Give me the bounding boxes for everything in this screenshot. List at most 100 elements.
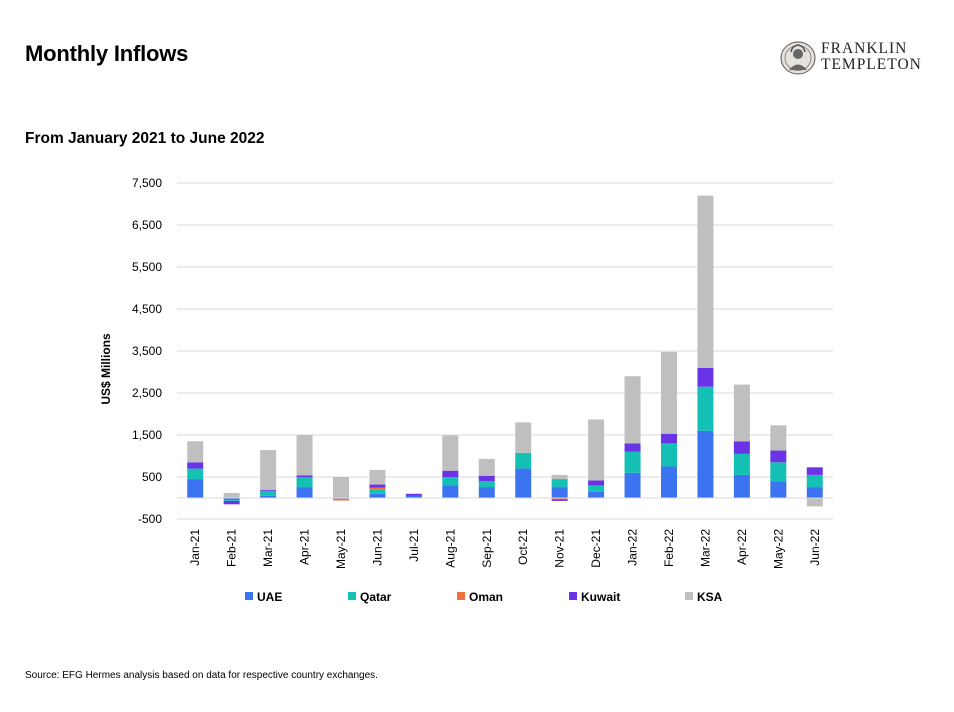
- bar-segment-qatar: [260, 490, 277, 496]
- bar-segment-ksa: [588, 419, 605, 481]
- x-tick-label: Jan-21: [188, 529, 202, 566]
- bar-segment-ksa: [551, 474, 568, 480]
- bar-segment-uae: [515, 468, 532, 498]
- legend-label: UAE: [257, 590, 282, 604]
- legend-swatch: [457, 592, 465, 600]
- y-axis-label: US$ Millions: [99, 333, 113, 405]
- x-tick-label: Dec-21: [589, 529, 603, 568]
- bar-segment-ksa: [260, 450, 277, 491]
- bar-segment-kuwait: [260, 490, 277, 491]
- bar-segment-qatar: [697, 386, 714, 431]
- bar-segment-ksa: [442, 435, 459, 471]
- bar-segment-ksa: [624, 376, 641, 444]
- bar-segment-ksa: [733, 384, 750, 442]
- x-tick-label: Sep-21: [480, 529, 494, 568]
- x-tick-label: Apr-21: [298, 529, 312, 565]
- bar-segment-uae: [697, 430, 714, 498]
- bar-segment-ksa: [187, 441, 204, 463]
- portrait-medallion-icon: [780, 41, 816, 75]
- bar-segment-kuwait: [697, 367, 714, 387]
- legend-label: Qatar: [360, 590, 392, 604]
- bar-segment-kuwait: [770, 450, 787, 463]
- x-tick-label: Mar-21: [261, 529, 275, 567]
- bar-segment-qatar: [515, 453, 532, 469]
- bar-segment-kuwait: [405, 493, 422, 496]
- bar-segment-kuwait: [806, 467, 823, 475]
- bar-segment-qatar: [442, 477, 459, 486]
- x-tick-label: Nov-21: [553, 529, 567, 568]
- bar-segment-uae: [369, 493, 386, 498]
- bar-segment-qatar: [187, 468, 204, 480]
- bar-segment-uae: [296, 487, 313, 498]
- legend-label: KSA: [697, 590, 723, 604]
- franklin-templeton-logo: FRANKLIN TEMPLETON: [778, 40, 938, 76]
- y-tick-label: 3,500: [132, 344, 162, 358]
- bar-segment-ksa: [515, 422, 532, 454]
- legend: UAE Qatar Oman Kuwait KSA: [245, 590, 723, 604]
- legend-swatch: [245, 592, 253, 600]
- bar-segment-ksa: [478, 458, 495, 476]
- bar-segment-kuwait: [369, 484, 386, 488]
- bar-segment-uae: [733, 474, 750, 498]
- legend-label: Oman: [469, 590, 503, 604]
- legend-swatch: [569, 592, 577, 600]
- bar-segment-kuwait: [515, 453, 532, 454]
- chart-title: Monthly Inflows: [25, 41, 189, 66]
- bar-segment-uae: [661, 466, 677, 498]
- bar-segment-oman: [369, 487, 386, 490]
- bar-segment-kuwait: [588, 480, 605, 486]
- bar-segment-ksa: [369, 469, 386, 485]
- bar-segment-uae: [624, 472, 641, 498]
- y-tick-label: 7,500: [132, 176, 162, 190]
- x-tick-label: Jul-21: [407, 529, 421, 562]
- bar-segment-ksa: [806, 498, 823, 507]
- x-tick-label: Feb-22: [662, 529, 676, 567]
- x-tick-label: Aug-21: [443, 529, 457, 568]
- x-tick-label: Feb-21: [225, 529, 239, 567]
- bar-segment-kuwait: [478, 475, 495, 482]
- bar-segment-uae: [588, 491, 605, 498]
- legend-swatch: [348, 592, 356, 600]
- bar-segment-qatar: [478, 481, 495, 488]
- logo-wordmark: FRANKLIN TEMPLETON: [821, 41, 922, 73]
- x-tick-label: Jan-22: [626, 529, 640, 566]
- x-tick-label: May-22: [771, 529, 785, 569]
- bar-segment-kuwait: [661, 433, 677, 444]
- bar-segment-kuwait: [187, 462, 204, 469]
- x-tick-label: Jun-22: [808, 529, 822, 566]
- x-tick-label: Jun-21: [370, 529, 384, 566]
- logo-line-1: FRANKLIN: [821, 40, 908, 57]
- bar-segment-ksa: [223, 492, 240, 498]
- legend-label: Kuwait: [581, 590, 620, 604]
- x-tick-label: Apr-22: [735, 529, 749, 565]
- bar-segment-uae: [442, 485, 459, 498]
- bar-segment-uae: [223, 498, 240, 501]
- bar-segment-oman: [333, 498, 349, 501]
- bar-segment-kuwait: [296, 475, 313, 477]
- bar-segment-uae: [551, 487, 568, 498]
- bar-segment-oman: [551, 498, 568, 500]
- legend-item-kuwait: Kuwait: [569, 590, 620, 604]
- legend-item-oman: Oman: [457, 590, 503, 604]
- legend-item-qatar: Qatar: [348, 590, 392, 604]
- bar-segment-qatar: [551, 479, 568, 488]
- bar-segment-uae: [478, 487, 495, 498]
- bar-segment-qatar: [624, 451, 641, 473]
- y-tick-label: 2,500: [132, 386, 162, 400]
- x-axis-ticks: Jan-21 Feb-21 Mar-21 Apr-21 May-21 Jun-21 Jul-…: [188, 529, 822, 569]
- y-tick-label: 6,500: [132, 218, 162, 232]
- bar-segment-kuwait: [733, 441, 750, 454]
- bar-segment-qatar: [296, 477, 313, 488]
- chart-subtitle: From January 2021 to June 2022: [25, 130, 265, 147]
- bars: [187, 195, 823, 507]
- bar-segment-qatar: [223, 500, 240, 501]
- y-tick-label: 5,500: [132, 260, 162, 274]
- bar-segment-kuwait: [223, 500, 240, 505]
- bar-segment-uae: [806, 487, 823, 498]
- bar-segment-qatar: [733, 453, 750, 475]
- bar-segment-ksa: [661, 351, 677, 434]
- bar-segment-kuwait: [624, 443, 641, 452]
- y-tick-label: 500: [142, 470, 162, 484]
- bar-segment-qatar: [369, 489, 386, 494]
